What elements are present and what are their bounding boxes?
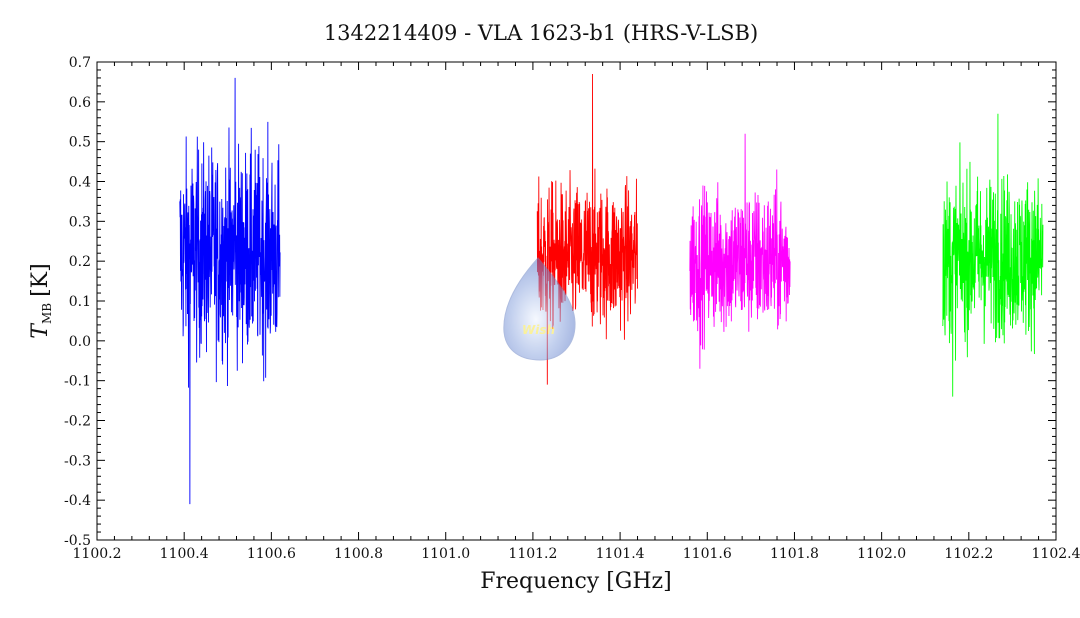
x-tick-label: 1102.2: [944, 546, 993, 562]
chart-title: 1342214409 - VLA 1623-b1 (HRS-V-LSB): [324, 21, 758, 45]
watermark-drop-shape: [503, 257, 576, 361]
x-tick-label: 1101.4: [596, 546, 645, 562]
spectrum-series-4: [942, 113, 1044, 397]
x-tick-label: 1102.0: [857, 546, 906, 562]
y-tick-label: 0.3: [69, 214, 91, 230]
y-axis-label-unit: [K]: [28, 263, 53, 297]
y-tick-label: 0.0: [69, 334, 91, 350]
plot-frame: [96, 61, 1057, 541]
x-axis: 1100.2 1100.4 1100.6 1100.8 1101.0 1101.2 1101…: [73, 62, 1080, 562]
y-axis-label: TMB [K]: [28, 263, 54, 338]
y-tick-label: 0.1: [69, 294, 91, 310]
y-tick-label: -0.2: [64, 414, 91, 430]
spectrum-series-1: [179, 77, 281, 505]
wish-watermark: Wish: [503, 257, 576, 361]
x-tick-label: 1101.0: [421, 546, 470, 562]
spectrum-series-2: [536, 73, 638, 385]
x-tick-label: 1100.2: [73, 546, 122, 562]
y-tick-label: 0.5: [69, 135, 91, 151]
x-tick-label: 1100.6: [247, 546, 296, 562]
y-tick-label: -0.3: [64, 453, 91, 469]
x-tick-label: 1102.4: [1032, 546, 1080, 562]
y-axis-label-symbol: T: [28, 322, 53, 339]
y-tick-label: 0.2: [69, 254, 91, 270]
y-axis-label-subscript: MB: [40, 303, 54, 324]
x-tick-label: 1101.2: [508, 546, 557, 562]
y-tick-label: 0.6: [69, 95, 91, 111]
x-axis-label: Frequency [GHz]: [480, 569, 672, 594]
y-axis: -0.5 -0.4 -0.3 -0.2 -0.1 0.0 0.1 0.2 0.3 0.4 0.5 0.…: [64, 55, 1056, 549]
x-tick-label: 1100.8: [334, 546, 383, 562]
y-tick-label: -0.1: [64, 374, 91, 390]
x-tick-label: 1100.4: [160, 546, 209, 562]
y-tick-label: 0.4: [69, 175, 91, 191]
series-layer: [179, 73, 1044, 505]
y-tick-label: -0.5: [64, 533, 91, 549]
svg-text:TMB[K]: TMB [K]: [28, 263, 54, 338]
y-tick-label: -0.4: [64, 493, 91, 509]
spectrum-series-3: [689, 133, 791, 369]
x-tick-label: 1101.6: [683, 546, 732, 562]
x-tick-label: 1101.8: [770, 546, 819, 562]
watermark-text: Wish: [522, 323, 555, 337]
y-tick-label: 0.7: [69, 55, 91, 71]
